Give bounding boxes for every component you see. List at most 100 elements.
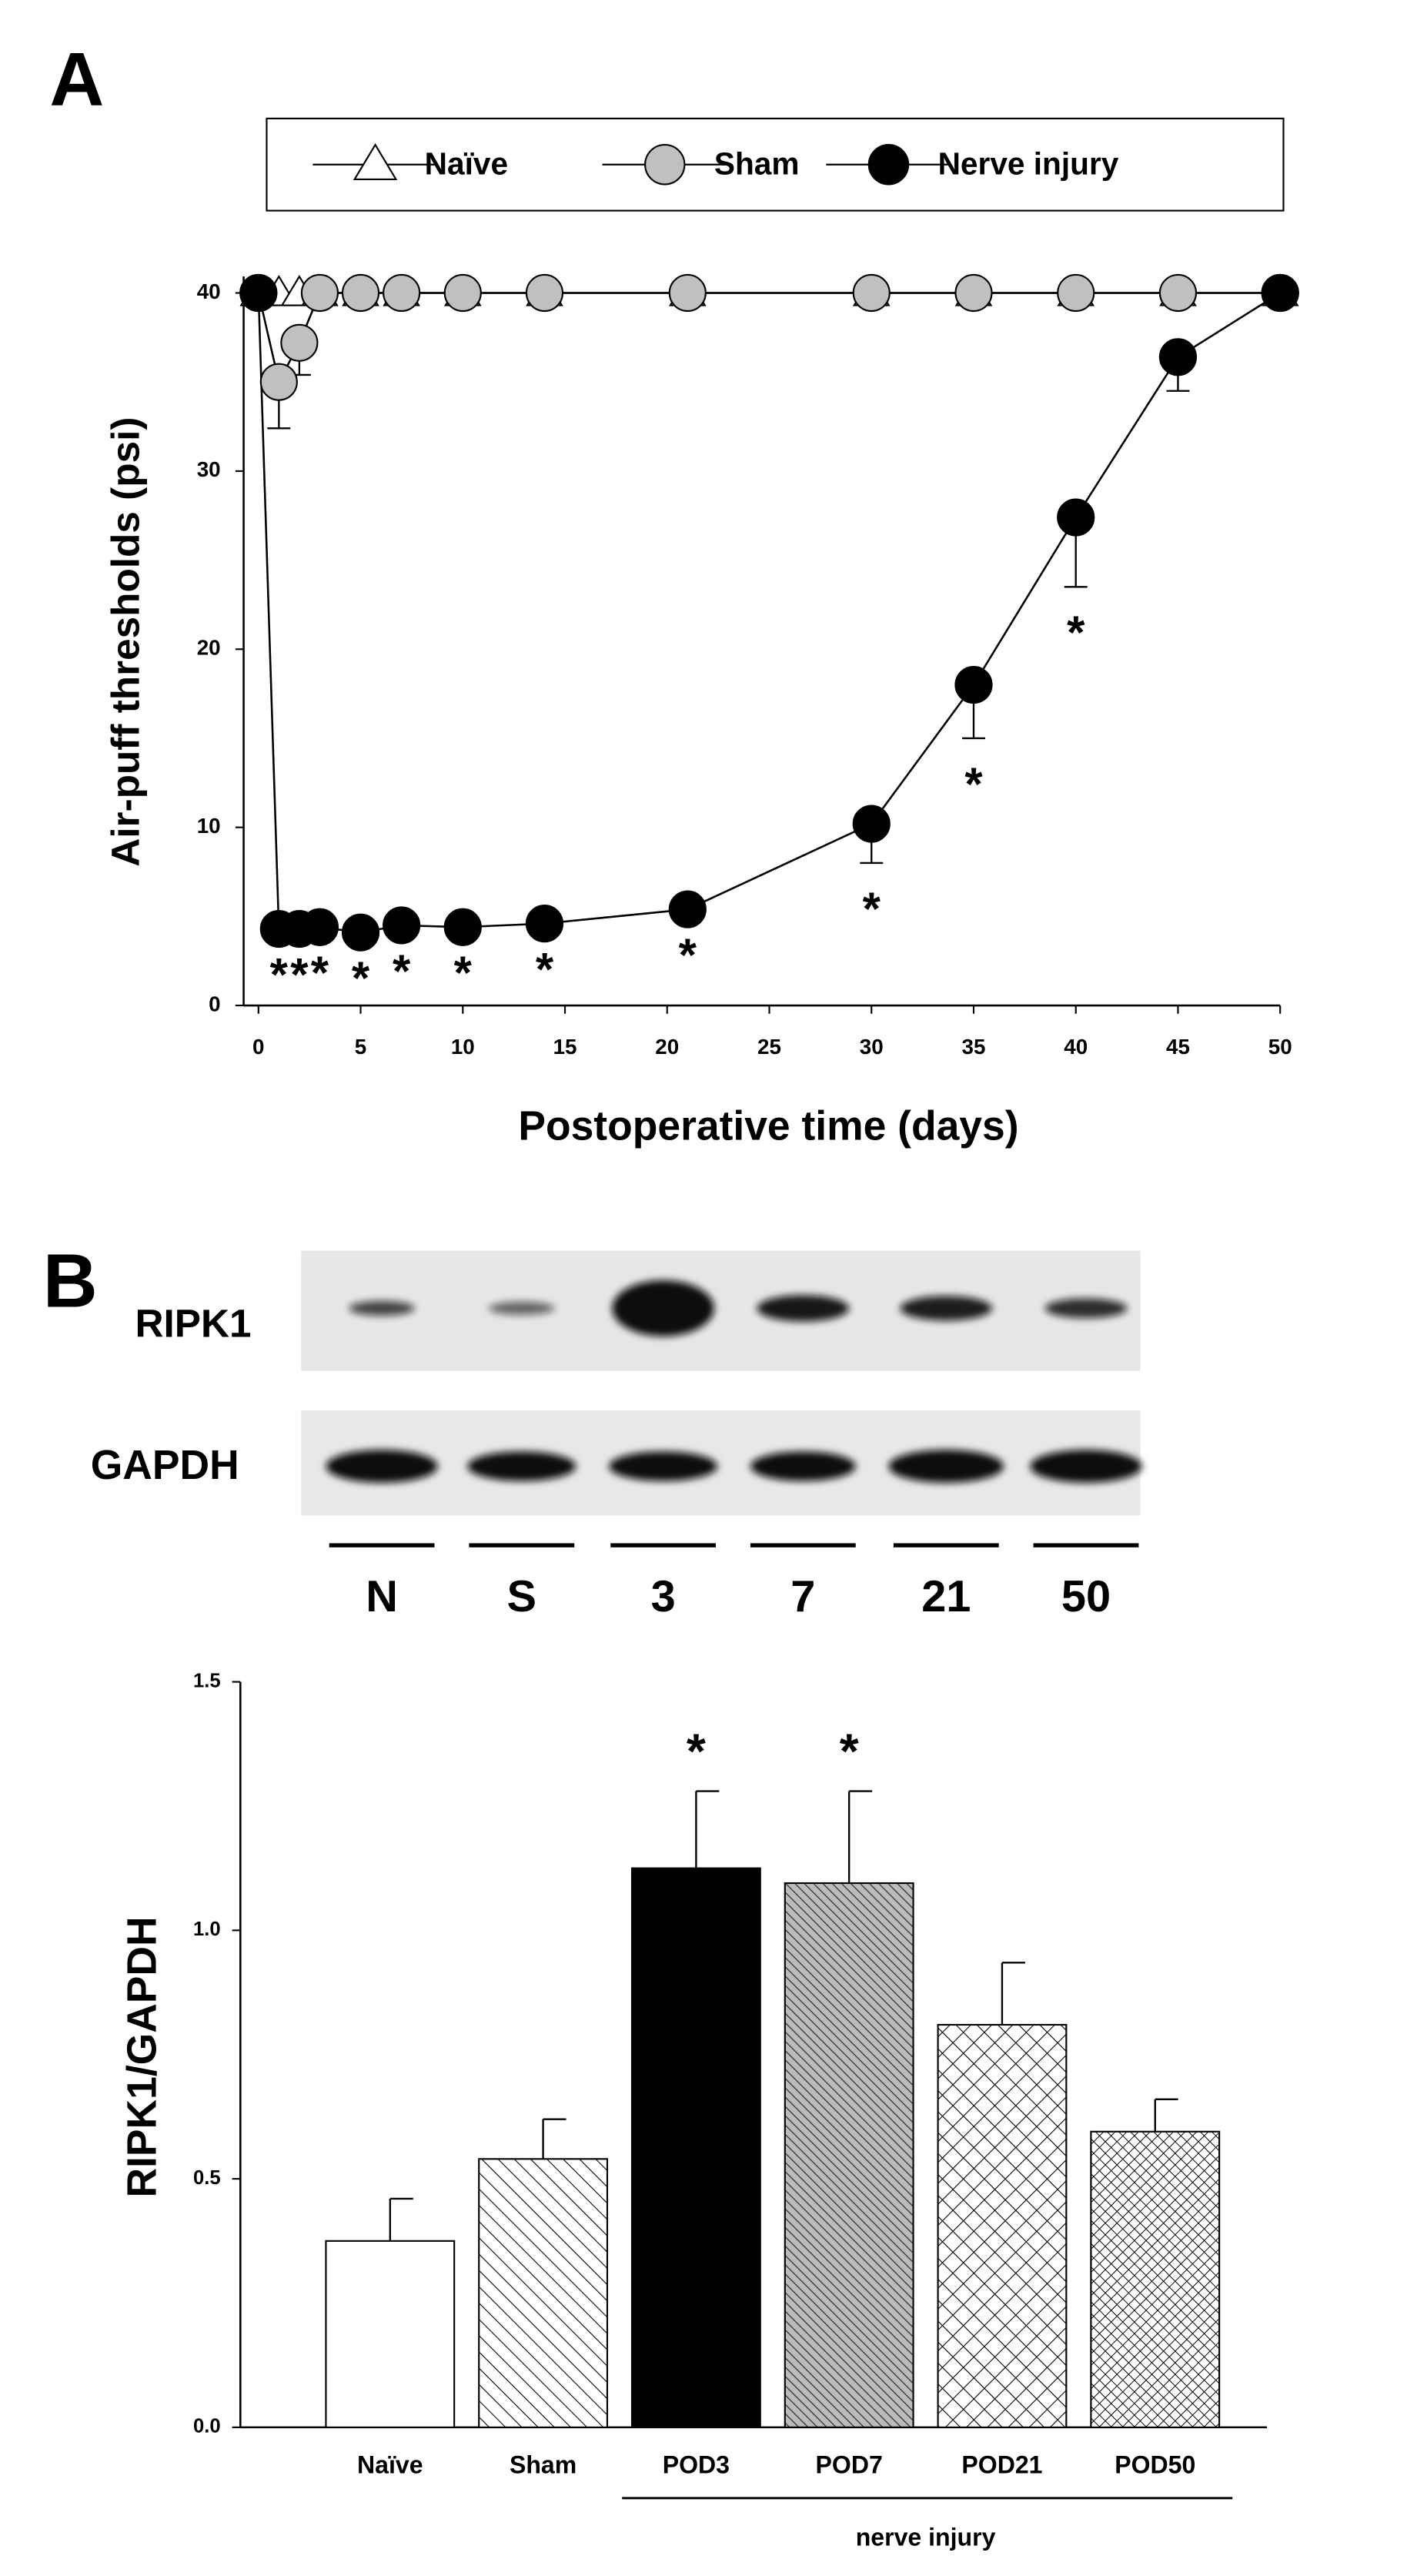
x-tick-label: 25: [757, 1035, 781, 1059]
x-tick-label: POD7: [816, 2451, 883, 2479]
lane-label: N: [366, 1572, 398, 1621]
significance-marker: *: [270, 948, 289, 1000]
data-point: [1158, 338, 1198, 376]
blot-membrane: [301, 1250, 1141, 1371]
lane-label: 21: [921, 1572, 971, 1621]
significance-marker: *: [1067, 607, 1085, 658]
x-axis-title: Postoperative time (days): [518, 1103, 1018, 1149]
error-bar: [847, 1790, 873, 1884]
y-tick-label: 0.5: [193, 2167, 221, 2189]
error-bar: [695, 1790, 720, 1868]
data-point: [341, 913, 380, 952]
x-tick-label: 50: [1268, 1035, 1292, 1059]
significance-marker: *: [311, 947, 329, 999]
legend-marker: [644, 144, 686, 186]
data-point: [1057, 273, 1095, 313]
y-tick-label: 20: [197, 636, 221, 660]
blot-band: [1044, 1298, 1128, 1319]
data-point: [668, 890, 707, 928]
x-tick-label: 45: [1166, 1035, 1190, 1059]
panel-label: B: [43, 1239, 98, 1323]
data-point: [300, 273, 339, 313]
x-tick-label: Naïve: [357, 2451, 423, 2479]
error-bar: [542, 2118, 566, 2159]
error-bar: [389, 2197, 413, 2241]
data-point: [341, 273, 380, 313]
blot-band: [489, 1301, 555, 1315]
x-tick-label: 0: [252, 1035, 264, 1059]
significance-marker: *: [679, 929, 697, 981]
blot-band: [609, 1451, 718, 1481]
blot-band: [326, 1450, 438, 1483]
y-axis-title: RIPK1/GAPDH: [119, 1916, 165, 2197]
blot-band: [467, 1451, 577, 1481]
data-point: [852, 273, 891, 313]
significance-marker: *: [393, 945, 411, 997]
x-tick-label: POD21: [961, 2451, 1042, 2479]
bar: [478, 2158, 609, 2428]
significance-marker: *: [964, 758, 983, 810]
data-point: [954, 665, 993, 704]
lane-label: 3: [651, 1572, 676, 1621]
error-bar: [1001, 1962, 1025, 2026]
x-tick-label: POD3: [663, 2451, 730, 2479]
x-tick-label: 35: [962, 1035, 986, 1059]
y-tick-label: 40: [197, 279, 221, 303]
x-tick-label: 10: [451, 1035, 475, 1059]
legend-marker: [353, 143, 398, 181]
lane-label: 7: [790, 1572, 815, 1621]
data-point: [525, 273, 564, 313]
blot-row-label: GAPDH: [91, 1443, 239, 1488]
data-point: [525, 905, 564, 943]
bar: [1090, 2130, 1221, 2428]
x-tick-label: Sham: [510, 2451, 577, 2479]
y-tick-label: 1.5: [193, 1670, 221, 1691]
data-point: [280, 323, 319, 362]
x-tick-label: 20: [655, 1035, 679, 1059]
bar: [325, 2240, 456, 2428]
y-axis-title: Air-puff thresholds (psi): [103, 417, 147, 867]
blot-band: [349, 1300, 415, 1316]
blot-band: [612, 1280, 714, 1337]
data-point: [300, 908, 339, 946]
significance-marker: *: [352, 952, 370, 1004]
x-tick-label: 5: [355, 1035, 366, 1059]
x-tick-label: 30: [860, 1035, 884, 1059]
significance-marker: *: [290, 948, 309, 1000]
y-tick-label: 0.0: [193, 2416, 221, 2437]
data-point: [383, 906, 421, 945]
data-point: [1158, 273, 1198, 313]
panel-label: A: [49, 37, 104, 122]
data-point: [1261, 273, 1299, 313]
blot-band: [900, 1296, 993, 1321]
data-point: [239, 273, 278, 313]
series-line: [257, 292, 1281, 934]
bar: [630, 1867, 761, 2428]
significance-marker: *: [840, 1724, 859, 1779]
legend-label: Nerve injury: [938, 146, 1119, 182]
significance-marker: *: [687, 1724, 706, 1779]
data-point: [954, 273, 993, 313]
data-point: [1057, 498, 1095, 537]
y-tick-label: 10: [197, 814, 221, 838]
y-tick-label: 30: [197, 457, 221, 481]
lane-label: 50: [1061, 1572, 1111, 1621]
data-point: [383, 273, 421, 313]
bar: [937, 2023, 1068, 2428]
significance-marker: *: [454, 947, 473, 999]
significance-marker: *: [536, 944, 554, 995]
lane-label: S: [507, 1572, 537, 1621]
bar: [784, 1882, 914, 2428]
data-point: [443, 908, 482, 946]
y-tick-label: 0: [209, 992, 220, 1015]
x-tick-label: 15: [553, 1035, 577, 1059]
legend-marker: [867, 144, 910, 186]
group-label: nerve injury: [856, 2524, 996, 2551]
y-tick-label: 1.0: [193, 1919, 221, 1940]
blot-band: [888, 1450, 1004, 1483]
blot-band: [757, 1295, 850, 1322]
data-point: [259, 363, 298, 401]
significance-marker: *: [863, 883, 881, 935]
blot-band: [750, 1451, 856, 1481]
blot-band: [1030, 1450, 1142, 1483]
